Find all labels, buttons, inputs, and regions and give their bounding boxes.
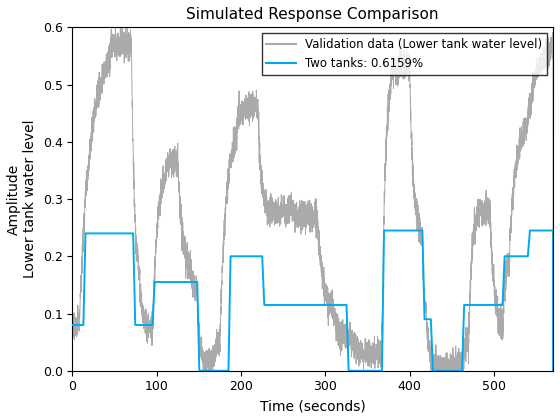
X-axis label: Time (seconds): Time (seconds) bbox=[260, 399, 366, 413]
Y-axis label: Amplitude
Lower tank water level: Amplitude Lower tank water level bbox=[7, 120, 37, 278]
Legend: Validation data (Lower tank water level), Two tanks: 0.6159%: Validation data (Lower tank water level)… bbox=[262, 33, 547, 74]
Title: Simulated Response Comparison: Simulated Response Comparison bbox=[186, 7, 439, 22]
